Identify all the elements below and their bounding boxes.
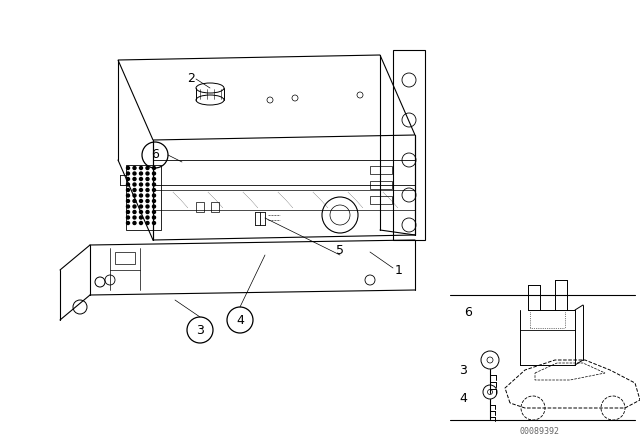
Text: 6: 6 bbox=[464, 306, 472, 319]
Text: 2: 2 bbox=[187, 72, 195, 85]
Circle shape bbox=[133, 205, 136, 208]
Circle shape bbox=[146, 199, 149, 202]
Circle shape bbox=[133, 216, 136, 219]
Circle shape bbox=[133, 172, 136, 175]
Circle shape bbox=[140, 189, 143, 191]
Circle shape bbox=[146, 211, 149, 214]
Circle shape bbox=[127, 216, 129, 219]
Circle shape bbox=[146, 221, 149, 224]
Circle shape bbox=[152, 211, 156, 214]
Circle shape bbox=[152, 167, 156, 169]
Circle shape bbox=[140, 172, 143, 175]
Circle shape bbox=[146, 167, 149, 169]
Bar bbox=[370, 196, 392, 204]
Circle shape bbox=[133, 167, 136, 169]
Circle shape bbox=[140, 194, 143, 197]
Circle shape bbox=[133, 199, 136, 202]
Circle shape bbox=[140, 211, 143, 214]
Text: 4: 4 bbox=[236, 314, 244, 327]
Circle shape bbox=[140, 167, 143, 169]
Circle shape bbox=[146, 177, 149, 181]
Circle shape bbox=[140, 216, 143, 219]
Circle shape bbox=[127, 183, 129, 186]
Circle shape bbox=[146, 189, 149, 191]
Circle shape bbox=[140, 183, 143, 186]
Circle shape bbox=[146, 205, 149, 208]
Circle shape bbox=[140, 205, 143, 208]
Circle shape bbox=[127, 199, 129, 202]
Bar bbox=[196, 202, 204, 212]
Text: 3: 3 bbox=[196, 323, 204, 336]
Circle shape bbox=[127, 194, 129, 197]
Text: 3: 3 bbox=[459, 363, 467, 376]
Circle shape bbox=[140, 177, 143, 181]
Circle shape bbox=[127, 177, 129, 181]
Bar bbox=[211, 202, 219, 212]
Circle shape bbox=[152, 194, 156, 197]
Circle shape bbox=[133, 189, 136, 191]
Circle shape bbox=[152, 205, 156, 208]
Circle shape bbox=[152, 183, 156, 186]
Circle shape bbox=[140, 221, 143, 224]
Circle shape bbox=[152, 199, 156, 202]
Bar bbox=[115, 252, 135, 264]
Text: 4: 4 bbox=[459, 392, 467, 405]
Circle shape bbox=[127, 189, 129, 191]
Circle shape bbox=[146, 183, 149, 186]
Circle shape bbox=[127, 167, 129, 169]
Text: 1: 1 bbox=[395, 263, 403, 276]
Text: 00089392: 00089392 bbox=[520, 427, 560, 436]
Circle shape bbox=[133, 177, 136, 181]
Circle shape bbox=[152, 189, 156, 191]
Circle shape bbox=[152, 177, 156, 181]
Circle shape bbox=[127, 205, 129, 208]
Circle shape bbox=[133, 211, 136, 214]
Circle shape bbox=[146, 172, 149, 175]
Circle shape bbox=[146, 216, 149, 219]
Text: 6: 6 bbox=[151, 148, 159, 161]
Circle shape bbox=[152, 221, 156, 224]
Circle shape bbox=[146, 194, 149, 197]
Text: 5: 5 bbox=[336, 244, 344, 257]
Bar bbox=[370, 166, 392, 174]
Circle shape bbox=[152, 216, 156, 219]
Bar bbox=[393, 50, 425, 240]
Circle shape bbox=[127, 211, 129, 214]
Circle shape bbox=[140, 199, 143, 202]
Circle shape bbox=[127, 172, 129, 175]
Circle shape bbox=[133, 194, 136, 197]
Circle shape bbox=[133, 221, 136, 224]
Circle shape bbox=[127, 221, 129, 224]
Circle shape bbox=[133, 183, 136, 186]
Circle shape bbox=[152, 172, 156, 175]
Bar bbox=[370, 181, 392, 189]
